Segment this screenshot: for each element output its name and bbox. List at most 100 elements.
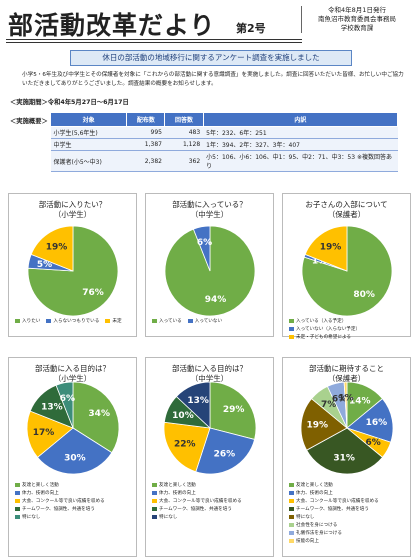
legend-item: 大会、コンクール等で良い成績を収める [152, 498, 269, 504]
legend-swatch [289, 531, 294, 535]
table-cell: 1,128 [164, 138, 204, 151]
legend-swatch [15, 483, 20, 487]
intro: 小学5・6年生及び中学生とその保護者を対象に「これからの部活動に関する意識調査」… [22, 72, 404, 87]
legend-label: 入らないつもりでいる [53, 319, 100, 324]
slice-label: 6% [197, 238, 212, 248]
slice-label: 29% [223, 405, 245, 415]
slice-label: 10% [172, 411, 194, 421]
table-header: 回答数 [164, 112, 204, 127]
legend-label: 未定 [112, 319, 122, 324]
table-cell: 中学生 [50, 138, 127, 151]
chart-subtitle: （中学生） [190, 374, 229, 383]
publisher: 南魚沼市教育委員会事務局 [318, 15, 396, 23]
slice-label: 16% [366, 418, 388, 428]
legend-swatch [187, 319, 193, 323]
legend-label: 特になし [159, 515, 178, 520]
legend-item: 未定・子どもの希望による [289, 334, 351, 340]
legend-label: 入っている（入る予定） [296, 319, 347, 324]
legend-item: チームワーク、協調性、共通を培う [152, 506, 269, 512]
table-cell: 小5：106、小6：106、中1：95、中2：71、中3：53 ※複数回答あり [203, 150, 398, 172]
slice-label: 5% [37, 260, 52, 270]
legend-label: チームワーク、協調性、共通を培う [159, 507, 232, 512]
legend-swatch [15, 515, 20, 519]
pie-slice [209, 381, 257, 440]
legend-label: 体力、技術の向上 [296, 491, 333, 496]
pie-slice [30, 225, 74, 272]
issue-number: 第2号 [236, 22, 266, 35]
table-cell: 5年：232、6年：251 [203, 126, 398, 139]
table-row: 小学生(5,6年生) 995 483 5年：232、6年：251 [50, 126, 398, 139]
chart-panel: 部活動に入っている？ （中学生） 94% 6% 入っている 入っていない [145, 193, 274, 337]
slice-label: 1% [312, 257, 327, 267]
legend-swatch [289, 523, 294, 527]
slice-label: 22% [174, 440, 196, 450]
legend-item: 友達と楽しく活動 [289, 482, 406, 488]
legend-item: 体力、技術の向上 [15, 490, 132, 496]
slice-label: 34% [88, 409, 110, 419]
section: 学校教育課 [340, 24, 374, 32]
legend: 入っている（入る予定） 入っていない（入らない予定） 未定・子どもの希望による [289, 318, 406, 340]
chart-title: 部活動に入る目的は？ [35, 364, 110, 373]
legend-item: 入っている [152, 318, 182, 324]
banner: 休日の部活動の地域移行に関するアンケート調査を実施しました [70, 50, 352, 66]
slice-label: 14% [349, 396, 371, 406]
slice-label: 1% [338, 394, 353, 404]
pie-chart: 14%16%6%31%19%7%6%1% [300, 381, 394, 475]
pie-chart: 34% 30% 17% 13%6% [26, 381, 120, 475]
legend: 入りたい 入らないつもりでいる 未定 [15, 318, 132, 324]
legend-swatch [152, 499, 157, 503]
slice-label: 13% [187, 396, 209, 406]
chart-subtitle: （保護者） [327, 374, 366, 383]
legend-item: 入っていない（入らない予定） [289, 326, 360, 332]
slice-label: 30% [64, 453, 86, 463]
legend-swatch [46, 319, 52, 323]
pie-chart: 76% 5% 19% [27, 225, 119, 317]
legend-swatch [152, 491, 157, 495]
legend-item: 体力、技術の向上 [289, 490, 406, 496]
pie-slice [306, 427, 384, 475]
legend-item: チームワーク、協調性、共通を培う [289, 506, 406, 512]
legend-item: 友達と楽しく活動 [152, 482, 269, 488]
pie-slice [304, 225, 348, 272]
legend-swatch [152, 483, 157, 487]
table-header-row: 対象 配布数 回答数 内訳 [49, 112, 399, 127]
legend-label: 大会、コンクール等で良い成績を収める [22, 499, 105, 504]
legend-label: 礼儀作法を身につける [296, 531, 342, 536]
legend-label: 技能の向上 [296, 539, 319, 544]
table-cell: 1年：394、2年：327、3年：407 [203, 138, 398, 151]
chart-title: 部活動に入っている？ [172, 200, 247, 209]
table-cell: 2,382 [126, 150, 165, 172]
date: 令和4年8月1日発行 [328, 6, 386, 14]
slice-label: 6% [332, 395, 347, 405]
period: ＜実施期間＞令和4年5月27日～6月17日 [10, 99, 129, 106]
legend-swatch [289, 491, 294, 495]
legend-item: 特になし [15, 514, 132, 520]
legend-swatch [152, 515, 157, 519]
table-cell: 保護者(小5～中3) [50, 150, 127, 172]
slice-label: 19% [320, 242, 342, 252]
chart-subtitle: （中学生） [190, 210, 229, 219]
slice-label: 13% [41, 402, 63, 412]
chart-title: 部活動に期待すること [309, 364, 384, 373]
slice-label: 31% [333, 453, 355, 463]
legend-label: 社会性を身につける [296, 523, 338, 528]
pie-slice [26, 410, 74, 458]
legend-item: 入っている（入る予定） [289, 318, 346, 324]
legend-swatch [289, 327, 294, 331]
legend-swatch [152, 319, 157, 323]
legend-item: 礼儀作法を身につける [289, 530, 406, 536]
legend-item: 体力、技術の向上 [152, 490, 269, 496]
legend: 友達と楽しく活動 体力、技術の向上 大会、コンクール等で良い成績を収める チームワーク… [289, 482, 406, 544]
chart-subtitle: （小学生） [53, 210, 92, 219]
legend-item: 特になし [289, 514, 406, 520]
legend-swatch [152, 507, 157, 511]
table-header: 内訳 [202, 112, 399, 127]
legend-label: 入っていない（入らない予定） [296, 327, 361, 332]
pie-chart: 29% 26% 22% 10% 13% [163, 381, 257, 475]
legend-label: 体力、技術の向上 [22, 491, 59, 496]
legend-item: 入りたい [15, 318, 40, 324]
chart-panel: お子さんの入部について （保護者） 80% 1% 19% 入っている（入る予定） 入っていな… [282, 193, 411, 340]
legend-label: 大会、コンクール等で良い成績を収める [159, 499, 242, 504]
legend-label: 友達と楽しく活動 [159, 483, 196, 488]
slice-label: 19% [46, 242, 68, 252]
